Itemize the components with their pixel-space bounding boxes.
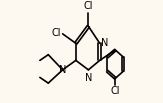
Text: Cl: Cl (51, 28, 61, 38)
Text: Cl: Cl (111, 86, 120, 96)
Text: N: N (59, 65, 66, 75)
Text: Cl: Cl (84, 1, 93, 11)
Text: N: N (101, 38, 108, 48)
Text: N: N (85, 73, 92, 83)
